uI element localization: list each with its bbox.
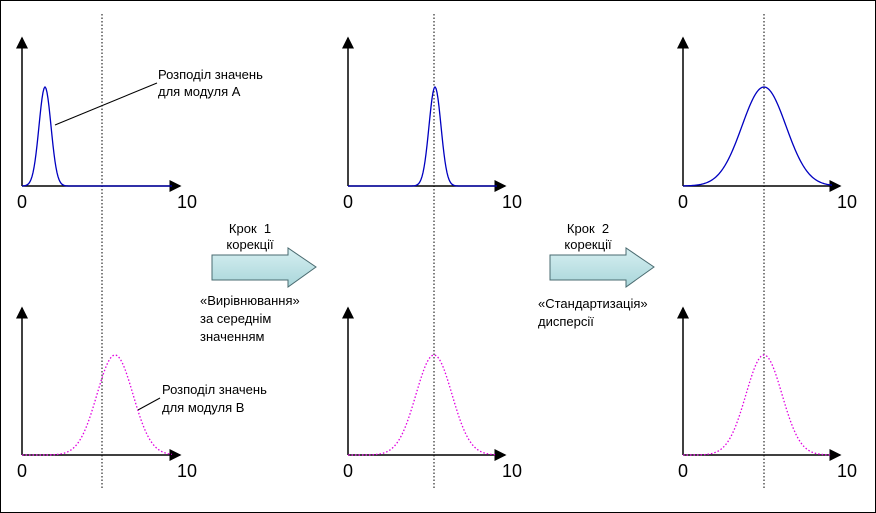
distribution-curve [348,354,498,456]
axis-label: 10 [837,192,857,212]
callout-line [137,397,161,411]
axis-label: 10 [502,192,522,212]
distribution-curve [682,86,833,187]
panels: 0 10 0 10 0 10 0 10 0 10 0 10 [16,14,857,488]
distribution-curve [682,354,833,456]
axis-label: 10 [177,192,197,212]
step-arrow [211,247,317,288]
annotation: Розподіл значень для модуля А [158,67,263,99]
arrows [211,247,655,288]
step-description: «Вирівнювання» за середнім значенням [200,293,300,344]
axis-label: 0 [343,461,353,481]
axis-label: 0 [678,192,688,212]
annotation: Розподіл значень для модуля В [162,382,267,415]
step-title: Крок 1 корекції [226,221,274,252]
axis-label: 0 [343,192,353,212]
axis-label: 10 [837,461,857,481]
callout-line [54,82,158,126]
axis-label: 10 [502,461,522,481]
step-title: Крок 2 корекції [564,221,612,252]
distribution-curve [21,85,172,187]
distribution-curve [22,354,173,456]
axis-label: 0 [17,192,27,212]
distribution-curve [348,85,497,187]
step-description: «Стандартизація» дисперсії [538,296,648,329]
step-arrow [549,247,655,288]
axis-label: 0 [17,461,27,481]
axis-label: 0 [678,461,688,481]
axis-label: 10 [177,461,197,481]
